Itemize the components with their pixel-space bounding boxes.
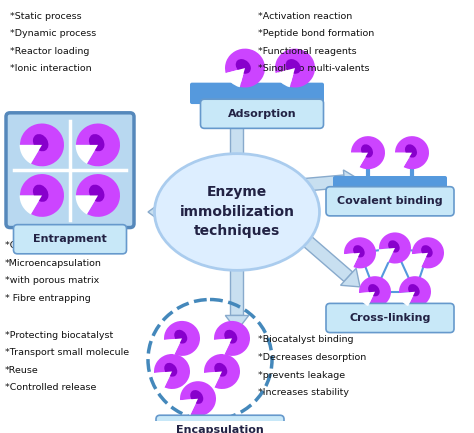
FancyBboxPatch shape — [13, 225, 127, 254]
Ellipse shape — [33, 184, 48, 202]
Text: *Microencapsulation: *Microencapsulation — [5, 259, 102, 268]
Text: *Controlled release: *Controlled release — [5, 383, 96, 392]
Polygon shape — [164, 206, 169, 218]
Text: *Protecting biocatalyst: *Protecting biocatalyst — [5, 331, 113, 339]
Ellipse shape — [408, 284, 419, 296]
Text: *Decreases desorption: *Decreases desorption — [258, 353, 366, 362]
Polygon shape — [225, 316, 249, 331]
Polygon shape — [225, 112, 249, 127]
Wedge shape — [344, 253, 360, 267]
Ellipse shape — [236, 59, 251, 74]
Wedge shape — [351, 136, 385, 169]
Ellipse shape — [353, 245, 365, 258]
Polygon shape — [341, 268, 360, 287]
Polygon shape — [230, 265, 244, 316]
Ellipse shape — [421, 245, 433, 258]
Text: *Gel technology: *Gel technology — [5, 241, 81, 250]
Text: *Static process: *Static process — [10, 12, 82, 21]
Wedge shape — [359, 276, 391, 307]
Ellipse shape — [388, 240, 400, 252]
Wedge shape — [204, 354, 240, 389]
Polygon shape — [148, 200, 164, 223]
Text: Enzyme
immobilization
techniques: Enzyme immobilization techniques — [180, 185, 294, 239]
Wedge shape — [214, 339, 232, 355]
Text: *Biocatalyst binding: *Biocatalyst binding — [258, 336, 354, 345]
Wedge shape — [412, 237, 444, 268]
Polygon shape — [304, 175, 345, 191]
Wedge shape — [214, 321, 250, 356]
Wedge shape — [204, 372, 222, 388]
Wedge shape — [180, 381, 216, 416]
Wedge shape — [225, 68, 245, 87]
Wedge shape — [351, 153, 368, 167]
Wedge shape — [379, 248, 395, 262]
Ellipse shape — [174, 330, 187, 344]
FancyBboxPatch shape — [6, 113, 134, 228]
Ellipse shape — [361, 144, 373, 158]
Wedge shape — [19, 145, 42, 164]
Text: *prevents leakage: *prevents leakage — [258, 371, 345, 379]
Ellipse shape — [155, 154, 319, 270]
Text: *Activation reaction: *Activation reaction — [258, 12, 352, 21]
Text: Cross-linking: Cross-linking — [349, 313, 431, 323]
Wedge shape — [154, 372, 172, 388]
Ellipse shape — [33, 134, 48, 151]
Wedge shape — [76, 174, 120, 217]
Wedge shape — [275, 48, 315, 87]
Polygon shape — [230, 127, 244, 158]
Wedge shape — [399, 292, 415, 306]
Wedge shape — [164, 339, 182, 355]
Wedge shape — [76, 123, 120, 166]
Wedge shape — [359, 292, 375, 306]
Ellipse shape — [190, 390, 203, 404]
Wedge shape — [75, 195, 98, 214]
Text: Covalent binding: Covalent binding — [337, 196, 443, 206]
Text: Adsorption: Adsorption — [228, 109, 296, 119]
Wedge shape — [395, 153, 412, 167]
Text: *Functional reagents: *Functional reagents — [258, 47, 356, 56]
Text: *with porous matrix: *with porous matrix — [5, 276, 99, 285]
FancyBboxPatch shape — [326, 187, 454, 216]
Text: Entrapment: Entrapment — [33, 234, 107, 244]
Text: *Reuse: *Reuse — [5, 365, 39, 375]
Wedge shape — [225, 48, 265, 87]
Wedge shape — [180, 399, 198, 415]
Wedge shape — [20, 123, 64, 166]
Text: *Increases stability: *Increases stability — [258, 388, 349, 397]
Text: * Fibre entrapping: * Fibre entrapping — [5, 294, 91, 303]
Ellipse shape — [368, 284, 380, 296]
Ellipse shape — [89, 184, 104, 202]
Wedge shape — [412, 253, 428, 267]
FancyBboxPatch shape — [333, 176, 447, 194]
Polygon shape — [343, 170, 360, 193]
Text: *Transport small molecule: *Transport small molecule — [5, 348, 129, 357]
Text: Encapsulation: Encapsulation — [176, 425, 264, 433]
Wedge shape — [164, 321, 200, 356]
FancyBboxPatch shape — [201, 99, 323, 128]
Text: *Peptide bond formation: *Peptide bond formation — [258, 29, 374, 38]
Ellipse shape — [214, 363, 227, 377]
Text: *Dynamic process: *Dynamic process — [10, 29, 96, 38]
Wedge shape — [75, 145, 98, 164]
Text: *Single to multi-valents: *Single to multi-valents — [258, 64, 370, 73]
Ellipse shape — [224, 330, 237, 344]
Wedge shape — [379, 233, 411, 264]
Polygon shape — [301, 235, 353, 281]
Text: *Reactor loading: *Reactor loading — [10, 47, 90, 56]
Wedge shape — [154, 354, 190, 389]
FancyBboxPatch shape — [190, 83, 324, 104]
Text: *Ionic interaction: *Ionic interaction — [10, 64, 91, 73]
Wedge shape — [19, 195, 42, 214]
Wedge shape — [344, 237, 376, 268]
Wedge shape — [395, 136, 429, 169]
FancyBboxPatch shape — [326, 304, 454, 333]
Wedge shape — [399, 276, 431, 307]
Ellipse shape — [405, 144, 417, 158]
Ellipse shape — [89, 134, 104, 151]
Ellipse shape — [286, 59, 301, 74]
Wedge shape — [275, 68, 295, 87]
Wedge shape — [20, 174, 64, 217]
FancyBboxPatch shape — [156, 415, 284, 433]
Ellipse shape — [164, 363, 177, 377]
